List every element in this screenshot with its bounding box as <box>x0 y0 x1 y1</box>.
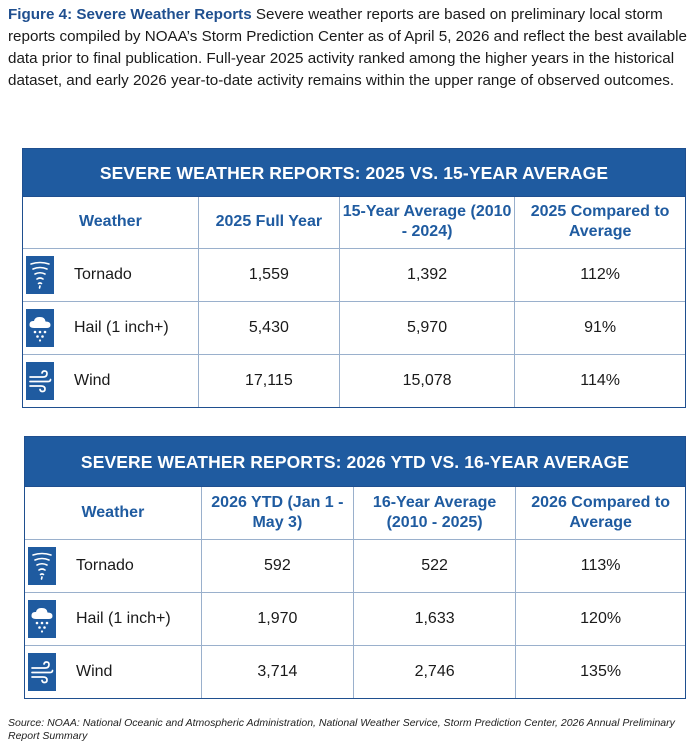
compared-cell: 120% <box>515 591 685 646</box>
col-header-weather: Weather <box>23 197 199 249</box>
table-header-row: Weather 2026 YTD (Jan 1 - May 3) 16-Year… <box>25 487 685 540</box>
table-row: Hail (1 inch+) 1,970 1,633 120% <box>25 591 685 646</box>
compared-cell: 112% <box>514 247 685 302</box>
figure-caption: Figure 4: Severe Weather Reports Severe … <box>8 4 696 92</box>
compared-cell: 135% <box>515 644 685 698</box>
compared-cell: 91% <box>514 300 685 355</box>
weather-cell: Hail (1 inch+) <box>23 300 199 355</box>
tornado-icon <box>26 255 54 294</box>
hail-icon <box>26 308 54 347</box>
hail-icon <box>28 599 56 638</box>
average-cell: 5,970 <box>338 300 516 355</box>
wind-icon <box>28 652 56 691</box>
average-cell: 15,078 <box>338 353 516 407</box>
table-row: Wind 17,115 15,078 114% <box>23 353 685 407</box>
col-header-value: 2025 Full Year <box>197 197 340 249</box>
value-cell: 17,115 <box>197 353 340 407</box>
weather-cell: Wind <box>23 353 199 407</box>
weather-cell: Tornado <box>23 247 199 302</box>
average-cell: 1,633 <box>352 591 517 646</box>
table-banner: SEVERE WEATHER REPORTS: 2025 VS. 15-YEAR… <box>23 149 685 197</box>
value-cell: 5,430 <box>197 300 340 355</box>
col-header-average: 15-Year Average (2010 - 2024) <box>338 197 516 249</box>
table-banner: SEVERE WEATHER REPORTS: 2026 YTD VS. 16-… <box>25 437 685 487</box>
average-cell: 2,746 <box>352 644 517 698</box>
value-cell: 1,559 <box>197 247 340 302</box>
col-header-compared: 2025 Compared to Average <box>514 197 685 249</box>
table-row: Hail (1 inch+) 5,430 5,970 91% <box>23 300 685 355</box>
tornado-icon <box>28 546 56 585</box>
table-row: Wind 3,714 2,746 135% <box>25 644 685 698</box>
weather-label: Hail (1 inch+) <box>76 609 171 627</box>
wind-icon <box>26 361 54 400</box>
weather-label: Tornado <box>76 556 134 574</box>
severe-weather-table-2025: SEVERE WEATHER REPORTS: 2025 VS. 15-YEAR… <box>22 148 686 408</box>
severe-weather-table-2026-ytd: SEVERE WEATHER REPORTS: 2026 YTD VS. 16-… <box>24 436 686 699</box>
col-header-value: 2026 YTD (Jan 1 - May 3) <box>200 487 354 540</box>
table-row: Tornado 1,559 1,392 112% <box>23 247 685 302</box>
col-header-weather: Weather <box>25 487 202 540</box>
compared-cell: 114% <box>514 353 685 407</box>
weather-cell: Tornado <box>25 538 202 593</box>
col-header-compared: 2026 Compared to Average <box>515 487 685 540</box>
average-cell: 522 <box>352 538 517 593</box>
weather-cell: Wind <box>25 644 202 698</box>
weather-label: Hail (1 inch+) <box>74 318 169 336</box>
weather-label: Tornado <box>74 265 132 283</box>
compared-cell: 113% <box>515 538 685 593</box>
weather-label: Wind <box>76 662 113 680</box>
value-cell: 1,970 <box>200 591 354 646</box>
figure-title: Figure 4: Severe Weather Reports <box>8 6 252 23</box>
col-header-average: 16-Year Average (2010 - 2025) <box>352 487 517 540</box>
table-row: Tornado 592 522 113% <box>25 538 685 593</box>
average-cell: 1,392 <box>338 247 516 302</box>
table-header-row: Weather 2025 Full Year 15-Year Average (… <box>23 197 685 249</box>
weather-label: Wind <box>74 371 111 389</box>
source-note: Source: NOAA: National Oceanic and Atmos… <box>8 717 675 742</box>
value-cell: 592 <box>200 538 354 593</box>
weather-cell: Hail (1 inch+) <box>25 591 202 646</box>
value-cell: 3,714 <box>200 644 354 698</box>
figure-description: Severe weather reports are based on prel… <box>8 6 688 89</box>
